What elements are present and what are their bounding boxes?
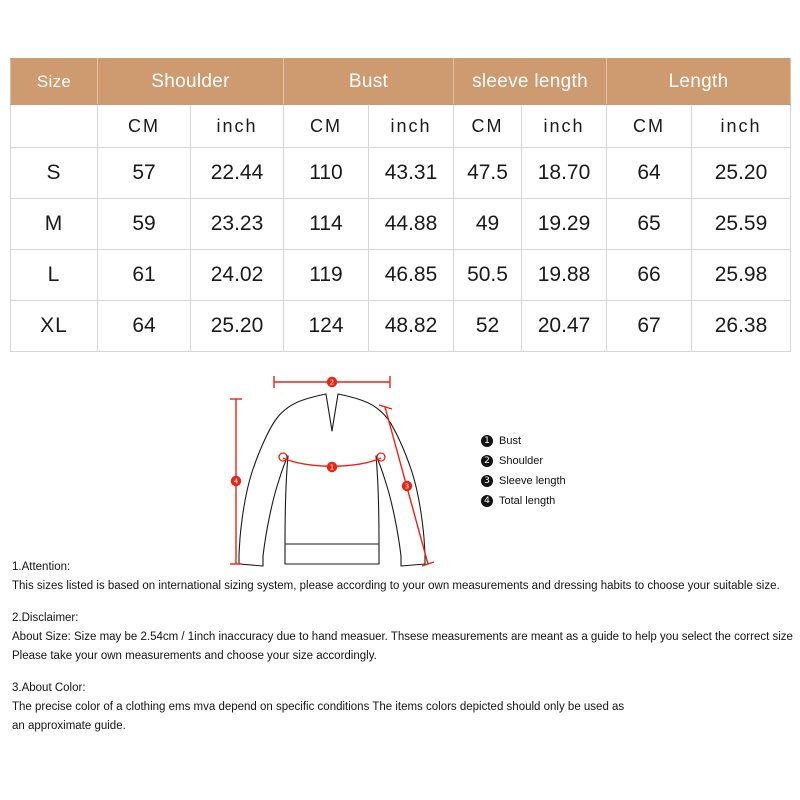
- cell-bust-inch: 44.88: [368, 198, 454, 250]
- note-disclaimer-line-1: About Size: Size may be 2.54cm / 1inch i…: [12, 631, 793, 643]
- cell-bust-inch: 43.31: [368, 147, 454, 199]
- cell-size: M: [10, 198, 98, 250]
- cell-bust-inch: 46.85: [368, 249, 454, 301]
- cell-size: L: [10, 249, 98, 301]
- cell-sleeve-cm: 52: [453, 300, 522, 352]
- unit-cell-bust-inch: inch: [368, 104, 454, 148]
- note-attention-line-1: This sizes listed is based on internatio…: [12, 580, 780, 592]
- note-about-color-title: 3.About Color:: [12, 682, 86, 694]
- cell-length-inch: 26.38: [690, 300, 792, 352]
- unit-cell-bust-cm: CM: [283, 104, 369, 148]
- column-group-sleeve-length: sleeve length: [453, 58, 607, 105]
- legend-item-sleeve-length: 3 Sleeve length: [481, 472, 631, 489]
- cell-length-inch: 25.20: [690, 147, 792, 199]
- marker-sleeve-length: [401, 480, 413, 492]
- cell-length-cm: 67: [606, 300, 692, 352]
- legend-label-total-length: Total length: [499, 494, 556, 507]
- note-disclaimer: 2.Disclaimer: About Size: Size may be 2.…: [12, 609, 794, 666]
- cell-length-inch: 25.98: [690, 249, 792, 301]
- cell-shoulder-cm: 57: [97, 147, 191, 199]
- cell-size: XL: [10, 300, 98, 352]
- cell-length-cm: 65: [606, 198, 692, 250]
- note-disclaimer-line-2: Please take your own measurements and ch…: [12, 650, 377, 662]
- notes-section: 1.Attention: This sizes listed is based …: [12, 558, 794, 749]
- note-about-color-line-1: The precise color of a clothing ems mva …: [12, 701, 625, 713]
- cell-length-inch: 25.59: [690, 198, 792, 250]
- marker-shoulder: [326, 376, 338, 388]
- note-attention-title: 1.Attention:: [12, 561, 71, 573]
- marker-bust: [326, 461, 338, 473]
- cell-shoulder-inch: 25.20: [190, 300, 284, 352]
- cell-sleeve-cm: 47.5: [453, 147, 522, 199]
- table-row: XL 64 25.20 124 48.82 52 20.47 67 26.38: [10, 300, 792, 352]
- cell-shoulder-inch: 22.44: [190, 147, 284, 199]
- unit-cell-length-inch: inch: [690, 104, 792, 148]
- note-about-color-line-2: an approximate guide.: [12, 720, 126, 732]
- legend-bullet-2-icon: 2: [481, 454, 493, 467]
- table-row: M 59 23.23 114 44.88 49 19.29 65 25.59: [10, 198, 792, 250]
- unit-cell-sleeve-cm: CM: [453, 104, 522, 148]
- cell-sleeve-inch: 18.70: [521, 147, 607, 199]
- column-group-size: Size: [10, 58, 98, 105]
- cell-length-cm: 64: [606, 147, 692, 199]
- cell-bust-cm: 110: [283, 147, 369, 199]
- cell-bust-cm: 114: [283, 198, 369, 250]
- cell-size: S: [10, 147, 98, 199]
- legend-item-shoulder: 2 Shoulder: [481, 452, 631, 469]
- cell-bust-cm: 124: [283, 300, 369, 352]
- cell-sleeve-inch: 19.29: [521, 198, 607, 250]
- cell-sleeve-inch: 20.47: [521, 300, 607, 352]
- sweater-outline-icon: [238, 393, 426, 567]
- legend-bullet-1-icon: 1: [481, 434, 493, 447]
- marker-sleeve-length-number: 3: [405, 483, 409, 491]
- note-about-color: 3.About Color: The precise color of a cl…: [12, 679, 794, 736]
- cell-sleeve-inch: 19.88: [521, 249, 607, 301]
- cell-shoulder-inch: 24.02: [190, 249, 284, 301]
- note-attention: 1.Attention: This sizes listed is based …: [12, 558, 794, 596]
- measurement-legend: 1 Bust 2 Shoulder 3 Sleeve length 4 Tota…: [481, 432, 631, 512]
- note-disclaimer-title: 2.Disclaimer:: [12, 612, 79, 624]
- marker-total-length-number: 4: [234, 478, 239, 486]
- cell-sleeve-cm: 50.5: [453, 249, 522, 301]
- marker-shoulder-number: 2: [330, 379, 334, 387]
- table-row: L 61 24.02 119 46.85 50.5 19.88 66 25.98: [10, 249, 792, 301]
- size-chart-table: Size Shoulder Bust sleeve length Length …: [10, 58, 792, 352]
- table-group-header-row: Size Shoulder Bust sleeve length Length: [10, 58, 792, 105]
- cell-shoulder-inch: 23.23: [190, 198, 284, 250]
- size-chart-table-container: Size Shoulder Bust sleeve length Length …: [10, 58, 792, 352]
- cell-bust-cm: 119: [283, 249, 369, 301]
- cell-shoulder-cm: 59: [97, 198, 191, 250]
- legend-item-bust: 1 Bust: [481, 432, 631, 449]
- unit-cell-empty: [10, 104, 98, 148]
- column-group-bust: Bust: [283, 58, 454, 105]
- table-unit-header-row: CM inch CM inch CM inch CM inch: [10, 104, 792, 148]
- cell-bust-inch: 48.82: [368, 300, 454, 352]
- legend-label-shoulder: Shoulder: [499, 454, 544, 467]
- unit-cell-shoulder-cm: CM: [97, 104, 191, 148]
- garment-measurement-diagram: 2 4 1 3: [222, 368, 442, 573]
- unit-cell-length-cm: CM: [606, 104, 692, 148]
- legend-label-sleeve-length: Sleeve length: [499, 474, 566, 487]
- measurement-markers: 2 4 1 3: [230, 376, 413, 492]
- legend-bullet-4-icon: 4: [481, 494, 493, 507]
- marker-bust-number: 1: [330, 464, 334, 472]
- legend-label-bust: Bust: [499, 434, 522, 447]
- cell-sleeve-cm: 49: [453, 198, 522, 250]
- table-row: S 57 22.44 110 43.31 47.5 18.70 64 25.20: [10, 147, 792, 199]
- column-group-length: Length: [605, 58, 792, 105]
- column-group-shoulder: Shoulder: [97, 58, 284, 105]
- unit-cell-sleeve-inch: inch: [521, 104, 607, 148]
- legend-item-total-length: 4 Total length: [481, 492, 631, 509]
- cell-length-cm: 66: [606, 249, 692, 301]
- marker-total-length: [230, 475, 242, 487]
- cell-shoulder-cm: 61: [97, 249, 191, 301]
- unit-cell-shoulder-inch: inch: [190, 104, 284, 148]
- cell-shoulder-cm: 64: [97, 300, 191, 352]
- legend-bullet-3-icon: 3: [481, 474, 493, 487]
